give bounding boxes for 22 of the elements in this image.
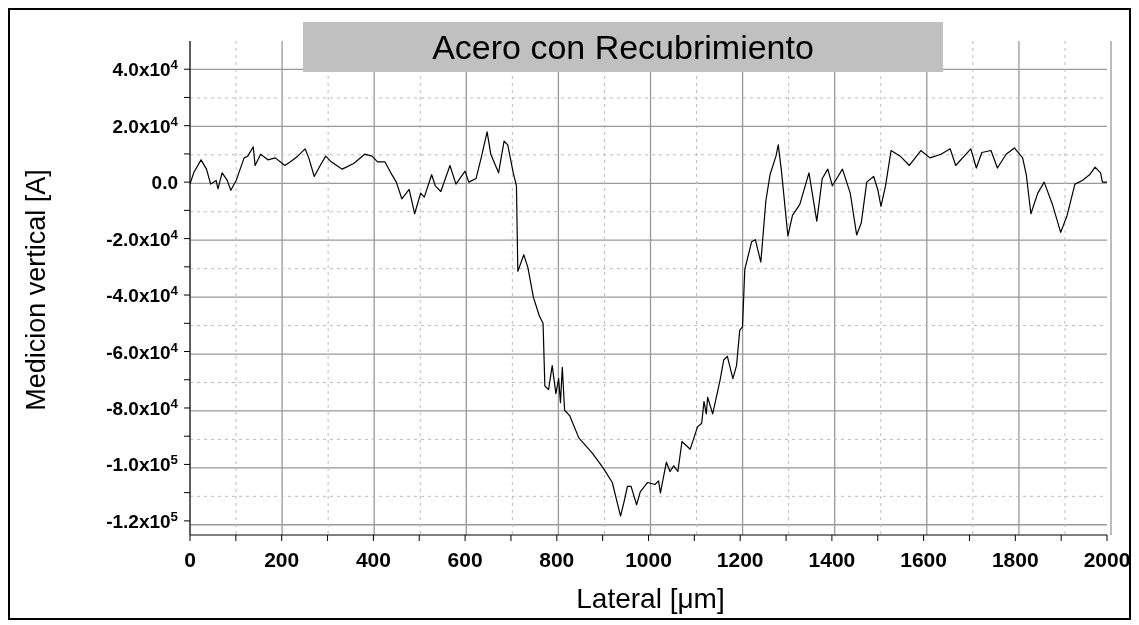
x-axis-title: Lateral [μm]: [576, 583, 725, 614]
x-tick-label: 200: [264, 548, 300, 571]
x-tick-label: 1200: [716, 548, 764, 571]
y-tick-label: -6.0x10$^{4}$: [106, 339, 179, 363]
y-tick-label: -1.2x10$^{5}$: [106, 508, 179, 532]
x-tick-label: 1000: [625, 548, 672, 571]
x-tick-label: 1600: [900, 548, 947, 571]
y-tick-label: -4.0x10$^{4}$: [106, 282, 179, 307]
x-tick-label: 600: [447, 548, 483, 571]
y-tick-label: 4.0x10$^{4}$: [112, 56, 179, 81]
x-tick-label: 2000: [1083, 548, 1131, 571]
x-tick-label: 1800: [991, 548, 1039, 571]
x-tick-label: 1400: [808, 548, 856, 571]
y-tick-label: 0.0: [151, 172, 178, 194]
x-tick-label: 0: [184, 548, 196, 571]
y-tick-label: -2.0x10$^{4}$: [106, 226, 179, 250]
y-axis-title: Medicion vertical [A]: [21, 169, 51, 411]
x-tick-label: 400: [355, 548, 391, 571]
x-tick-label: 800: [539, 548, 575, 571]
y-tick-label: -8.0x10$^{4}$: [106, 395, 179, 419]
y-tick-label: 2.0x10$^{4}$: [112, 113, 179, 137]
y-tick-label: -1.0x10$^{5}$: [106, 451, 179, 476]
